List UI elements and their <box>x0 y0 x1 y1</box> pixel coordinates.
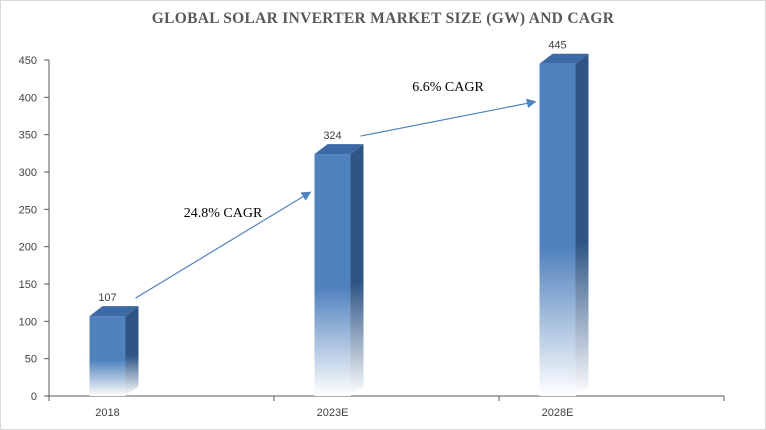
bar-top <box>314 144 364 155</box>
y-tick-label: 0 <box>31 391 37 403</box>
bar-front <box>539 63 576 396</box>
y-tick-label: 300 <box>19 167 37 179</box>
cagr-arrow <box>135 191 312 299</box>
x-tick-label: 2018 <box>95 407 119 419</box>
bar <box>89 306 139 396</box>
y-tick-label: 150 <box>19 279 37 291</box>
bar-side <box>350 144 364 396</box>
bar-side <box>125 306 139 396</box>
y-tick-label: 350 <box>19 130 37 142</box>
y-tick-label: 50 <box>25 354 37 366</box>
y-tick-label: 250 <box>19 204 37 216</box>
cagr-label: 6.6% CAGR <box>412 80 484 95</box>
chart-title: GLOBAL SOLAR INVERTER MARKET SIZE (GW) A… <box>151 10 615 27</box>
x-tick-label: 2028E <box>542 407 574 419</box>
data-label: 445 <box>548 40 566 52</box>
cagr-label: 24.8% CAGR <box>184 206 263 221</box>
bar <box>314 144 364 396</box>
data-label: 324 <box>323 130 341 142</box>
bar-side <box>575 53 589 396</box>
cagr-arrow <box>360 98 537 137</box>
bar-top <box>539 53 589 64</box>
y-tick-label: 200 <box>19 242 37 254</box>
bars <box>89 53 589 396</box>
x-tick-label: 2023E <box>317 407 349 419</box>
bar-front <box>89 316 126 396</box>
bar-front <box>314 154 351 396</box>
y-tick-label: 400 <box>19 92 37 104</box>
annotations: 24.8% CAGR 6.6% CAGR <box>135 80 537 299</box>
bar <box>539 53 589 396</box>
y-tick-label: 100 <box>19 316 37 328</box>
axes: 0 50 100 150 200 250 300 350 400 450 <box>19 55 725 403</box>
y-tick-label: 450 <box>19 55 37 67</box>
bar-top <box>89 306 139 317</box>
data-label: 107 <box>98 292 116 304</box>
data-labels: 107 2018 324 2023E 445 2028E <box>95 40 573 419</box>
